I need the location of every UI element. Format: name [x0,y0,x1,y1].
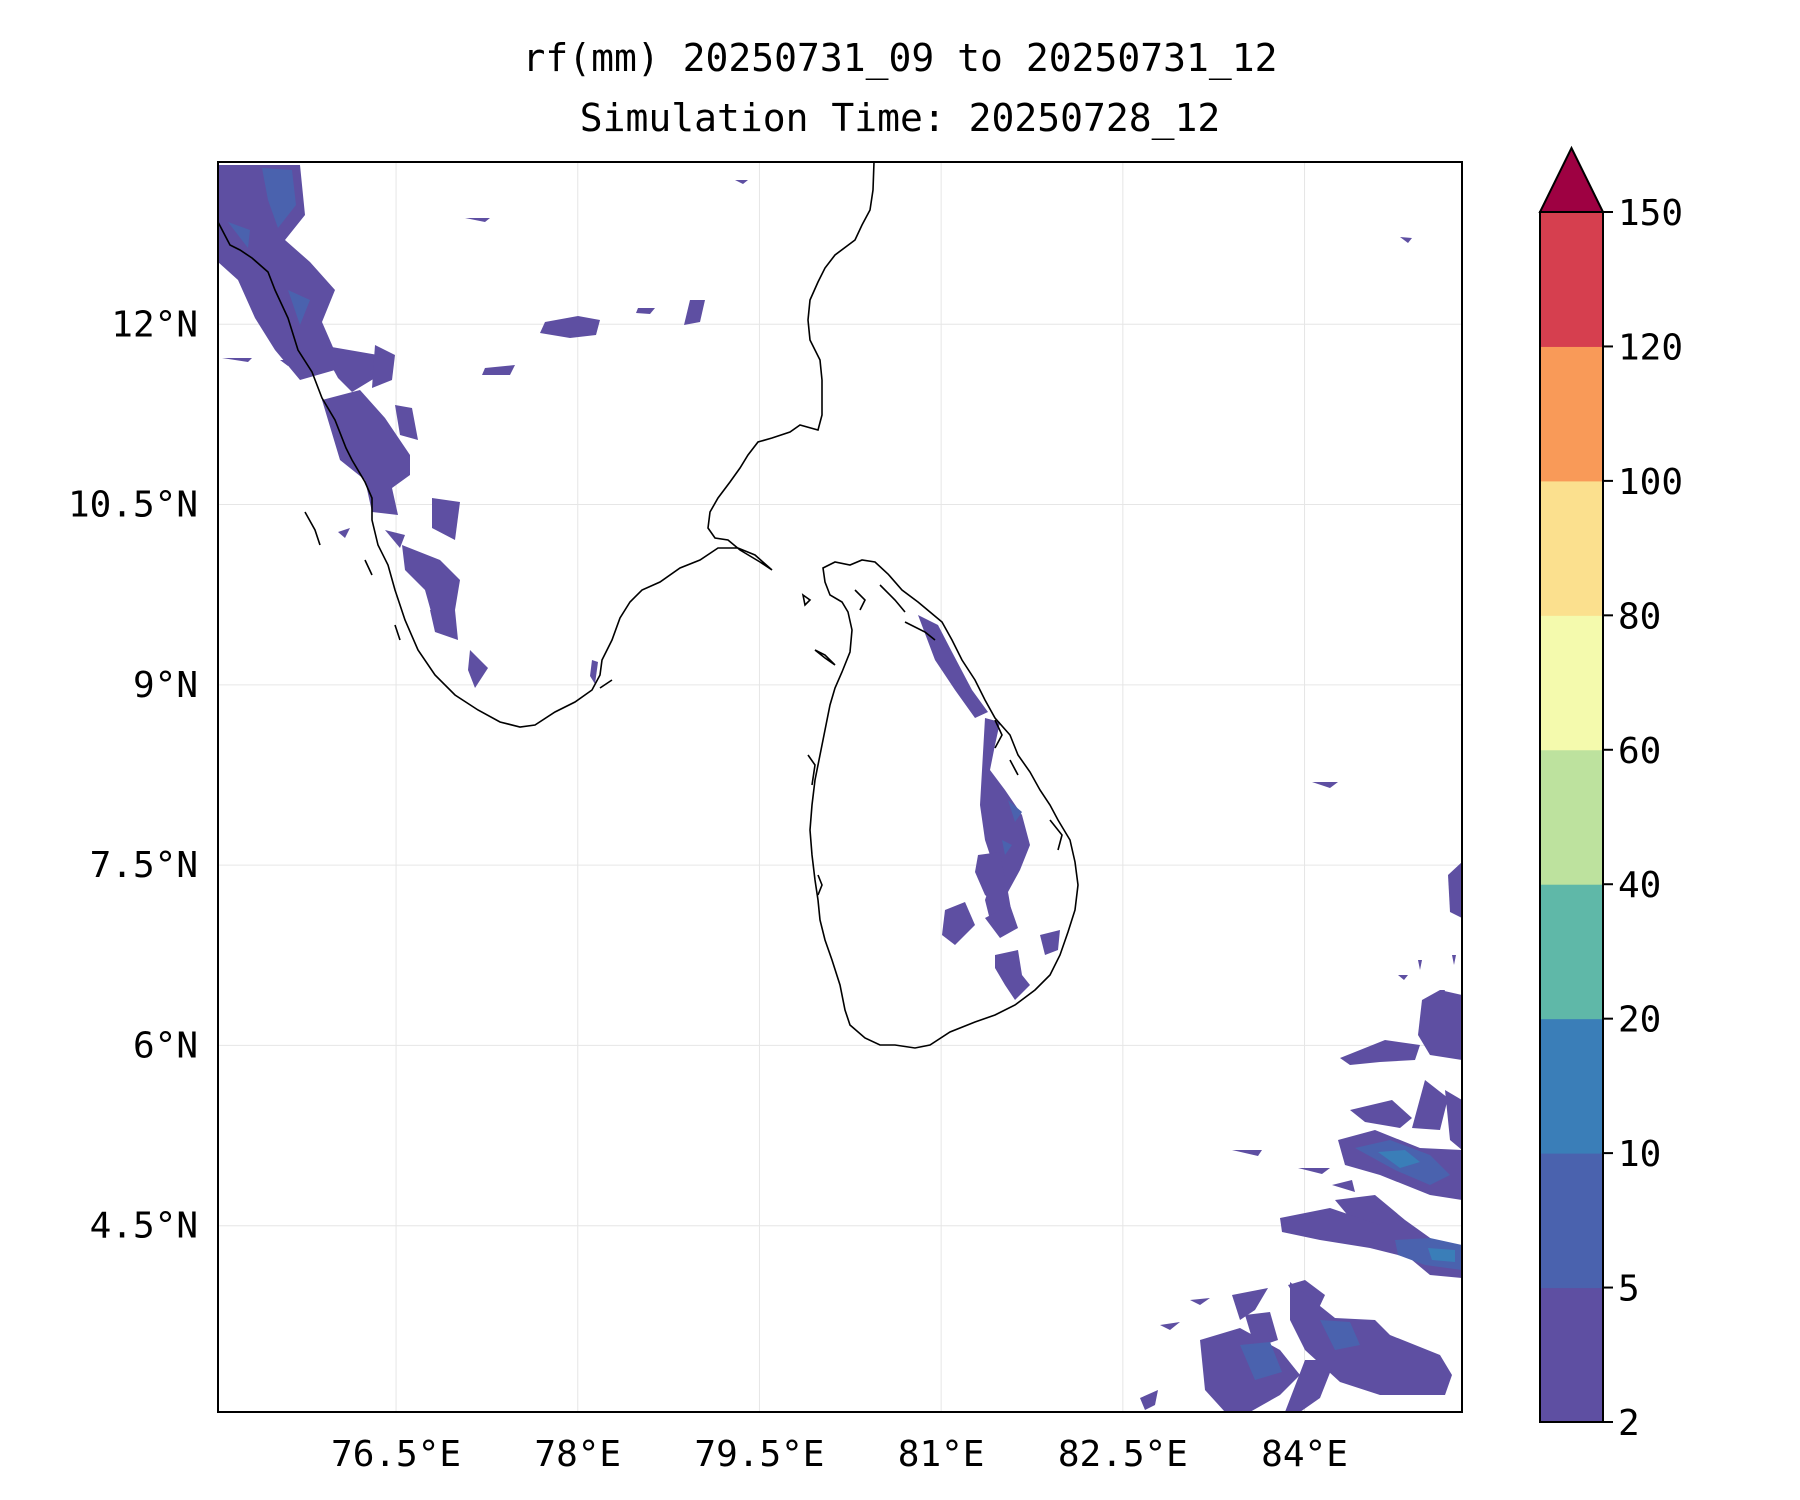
latitude-tick-labels: 12°N 10.5°N 9°N 7.5°N 6°N 4.5°N [68,304,198,1246]
rain-patch-sri-lanka [918,615,1060,1000]
coastline-india [218,162,875,728]
colorbar: 2 5 10 20 40 60 80 100 120 150 [1538,145,1683,1444]
colorbar-tick-label: 2 [1618,1403,1640,1444]
colorbar-band [1540,1287,1603,1423]
colorbar-bands [1540,212,1603,1423]
colorbar-tick-label: 40 [1618,865,1661,906]
xtick-label: 81°E [898,1434,985,1475]
colorbar-tick-labels: 2 5 10 20 40 60 80 100 120 150 [1603,193,1683,1444]
coastline-detail-islets [304,511,1063,896]
gridlines [218,162,1462,1412]
map-panel: 76.5°E 78°E 79.5°E 81°E 82.5°E 84°E 12°N 10.5°… [68,161,1463,1475]
ytick-label: 7.5°N [90,845,198,886]
colorbar-tick-label: 5 [1618,1269,1640,1310]
colorbar-band [1540,212,1603,347]
xtick-label: 78°E [534,1434,621,1475]
map-title: rf(mm) 20250731_09 to 20250731_12 [522,36,1278,80]
colorbar-band [1540,884,1603,1020]
colorbar-tick-label: 120 [1618,327,1683,368]
colorbar-extend-arrow [1538,145,1605,213]
colorbar-band [1540,346,1603,482]
colorbar-frame [1539,211,1604,1423]
xtick-label: 79.5°E [694,1434,824,1475]
colorbar-band [1540,1018,1603,1154]
rain-specks-inland [222,180,1412,788]
colorbar-tick-label: 150 [1618,193,1683,234]
colorbar-tick-label: 80 [1618,596,1661,637]
rainfall-contours [218,162,1462,1412]
rain-patch-sri-lanka-heavier [1002,800,1022,855]
xtick-label: 82.5°E [1058,1434,1188,1475]
colorbar-tick-label: 20 [1618,1000,1661,1041]
ytick-label: 6°N [133,1025,198,1066]
colorbar-tick-label: 60 [1618,731,1661,772]
ytick-label: 10.5°N [68,485,198,526]
map-background [218,162,1462,1412]
longitude-tick-labels: 76.5°E 78°E 79.5°E 81°E 82.5°E 84°E [331,1434,1348,1475]
xtick-label: 84°E [1261,1434,1348,1475]
colorbar-band [1540,615,1603,751]
map-frame [217,161,1463,1413]
ytick-label: 9°N [133,665,198,706]
rain-patch-southeast-ocean-heaviest [1378,1150,1455,1262]
coastlines [218,162,1079,1049]
ytick-label: 4.5°N [90,1206,198,1247]
colorbar-tick-label: 10 [1618,1134,1661,1175]
rain-patch-west-coast [218,165,460,640]
colorbar-band [1540,749,1603,885]
colorbar-band [1540,480,1603,616]
coastline-sri-lanka [809,559,1079,1049]
map-subtitle: Simulation Time: 20250728_12 [579,96,1221,140]
ytick-label: 12°N [111,304,198,345]
colorbar-band [1540,1153,1603,1289]
colorbar-tick-label: 100 [1618,462,1683,503]
xtick-label: 76.5°E [331,1434,461,1475]
rain-patch-west-coast-heavier [228,168,310,325]
